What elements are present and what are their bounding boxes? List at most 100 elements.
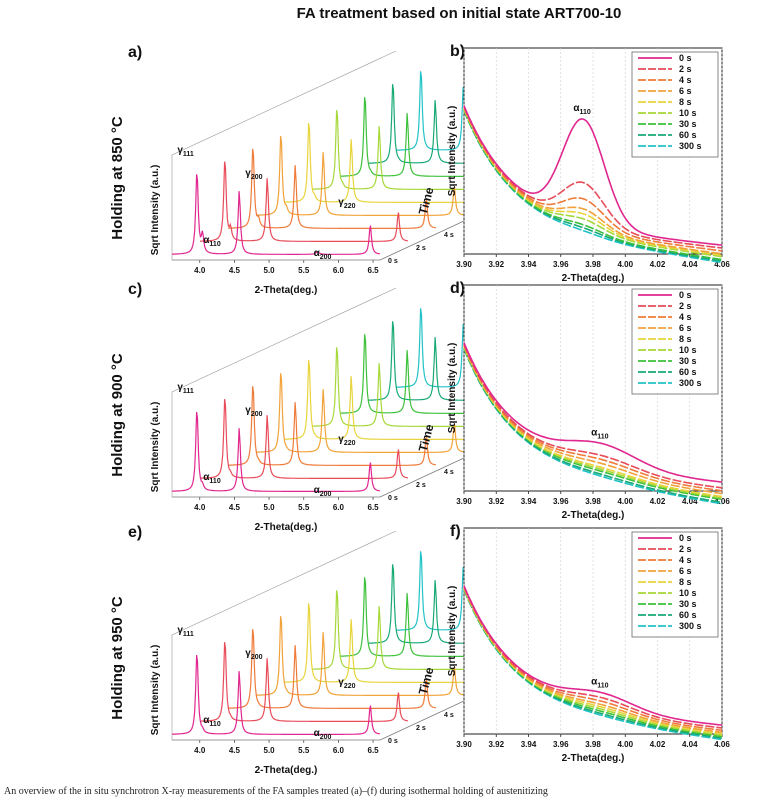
alpha-110-label: α110 — [203, 235, 221, 248]
legend-label: 8 s — [679, 334, 692, 344]
gamma-220-label: γ220 — [338, 434, 355, 447]
legend-label: 6 s — [679, 566, 692, 576]
alpha-110-label: α110 — [573, 103, 591, 116]
row-label: Holding at 950 °C — [109, 596, 126, 720]
panel-label: f) — [450, 523, 461, 540]
curve-6s — [463, 345, 723, 495]
x-tick-label: 4.0 — [194, 266, 206, 275]
trace-2s — [199, 642, 409, 722]
zoom-panel-d: d) 3.90 3.92 3.94 3.96 3.98 4.00 4.02 4.04 4.06 2-… — [447, 280, 730, 521]
x-axis-title: 2-Theta(deg.) — [562, 510, 625, 521]
panel-label: e) — [128, 524, 142, 541]
time-tick-label: 2 s — [416, 725, 426, 732]
x-tick-label: 3.90 — [456, 260, 472, 269]
axis-frame-back — [171, 287, 397, 497]
y-axis-title: Sqrt Intensity (a.u.) — [150, 165, 161, 256]
x-tick-label: 4.04 — [682, 260, 698, 269]
x-tick-label: 4.02 — [650, 740, 666, 749]
curve-4s — [463, 344, 723, 492]
x-axis-title: 2-Theta(deg.) — [255, 522, 318, 533]
legend-label: 60 s — [679, 610, 697, 620]
figure-caption: An overview of the in situ synchrotron X… — [4, 786, 548, 797]
x-tick-label: 4.0 — [194, 503, 206, 512]
legend-label: 8 s — [679, 97, 692, 107]
time-tick-label: 4 s — [444, 232, 454, 239]
gamma-200-label: γ200 — [245, 648, 262, 661]
curve-0s — [463, 342, 723, 483]
legend-label: 4 s — [679, 312, 692, 322]
trace-0s — [171, 411, 381, 492]
x-tick-label: 4.06 — [714, 740, 730, 749]
trace-4s — [227, 629, 437, 709]
x-tick-label: 4.04 — [682, 740, 698, 749]
curve-30s — [463, 109, 723, 261]
legend-label: 300 s — [679, 378, 702, 388]
trace-2s — [200, 161, 409, 242]
legend-label: 60 s — [679, 367, 697, 377]
trace-6s — [255, 373, 465, 453]
gamma-220-label: γ220 — [338, 677, 355, 690]
y-axis-title: Sqrt Intensity (a.u.) — [447, 586, 458, 677]
trace-6s — [256, 135, 465, 216]
x-tick-label: 3.94 — [521, 497, 537, 506]
legend-label: 0 s — [679, 533, 692, 543]
trace-4s — [227, 386, 437, 466]
x-axis-title: 2-Theta(deg.) — [255, 765, 318, 776]
x-tick-label: 4.06 — [714, 260, 730, 269]
x-tick-label: 3.92 — [488, 260, 504, 269]
legend-label: 4 s — [679, 75, 692, 85]
legend-label: 0 s — [679, 290, 692, 300]
legend-label: 6 s — [679, 86, 692, 96]
gamma-220-label: γ220 — [338, 197, 355, 210]
x-axis-title: 2-Theta(deg.) — [562, 753, 625, 764]
curve-2s — [463, 343, 723, 489]
x-tick-label: 3.98 — [585, 497, 601, 506]
x-tick-label: 3.96 — [553, 497, 569, 506]
y-axis-title: Sqrt Intensity (a.u.) — [150, 402, 161, 493]
x-tick-label: 6.5 — [368, 266, 380, 275]
x-tick-label: 3.94 — [521, 740, 537, 749]
x-tick-label: 5.0 — [264, 266, 276, 275]
x-tick-label: 4.02 — [650, 497, 666, 506]
x-tick-label: 3.92 — [488, 497, 504, 506]
time-axis-title: Time — [416, 422, 437, 453]
curve-2s — [463, 106, 723, 249]
panel-label: a) — [128, 44, 142, 61]
trace-0s — [171, 655, 381, 735]
alpha-110-label: α110 — [203, 472, 221, 485]
panel-label: c) — [128, 281, 142, 298]
gamma-111-label: γ111 — [177, 625, 194, 638]
alpha-110-label: α110 — [591, 676, 609, 689]
legend — [631, 288, 719, 395]
legend-label: 30 s — [679, 356, 697, 366]
gamma-200-label: γ200 — [245, 405, 262, 418]
x-tick-label: 4.04 — [682, 497, 698, 506]
time-tick-label: 0 s — [388, 258, 398, 265]
curve-6s — [463, 107, 723, 255]
legend-label: 8 s — [679, 577, 692, 587]
trace-8s — [283, 123, 493, 203]
legend-label: 0 s — [679, 53, 692, 63]
alpha-200-label: α200 — [314, 728, 332, 741]
axis-frame-back — [171, 50, 397, 260]
x-tick-label: 3.98 — [585, 260, 601, 269]
x-axis-title: 2-Theta(deg.) — [562, 273, 625, 284]
gamma-111-label: γ111 — [177, 382, 194, 395]
alpha-110-label: α110 — [591, 427, 609, 440]
x-tick-label: 5.5 — [298, 266, 310, 275]
trace-0s — [172, 174, 381, 255]
legend-label: 6 s — [679, 323, 692, 333]
curve-2s — [463, 586, 723, 729]
x-tick-label: 6.0 — [333, 746, 345, 755]
x-axis-title: 2-Theta(deg.) — [255, 285, 318, 296]
x-tick-label: 3.96 — [553, 260, 569, 269]
legend-label: 30 s — [679, 599, 697, 609]
axis-frame-back — [171, 530, 397, 740]
x-tick-label: 3.94 — [521, 260, 537, 269]
curve-0s — [463, 105, 723, 246]
y-axis-title: Sqrt Intensity (a.u.) — [150, 645, 161, 736]
x-tick-label: 4.00 — [617, 497, 633, 506]
legend-label: 30 s — [679, 119, 697, 129]
trace-8s — [283, 360, 493, 440]
